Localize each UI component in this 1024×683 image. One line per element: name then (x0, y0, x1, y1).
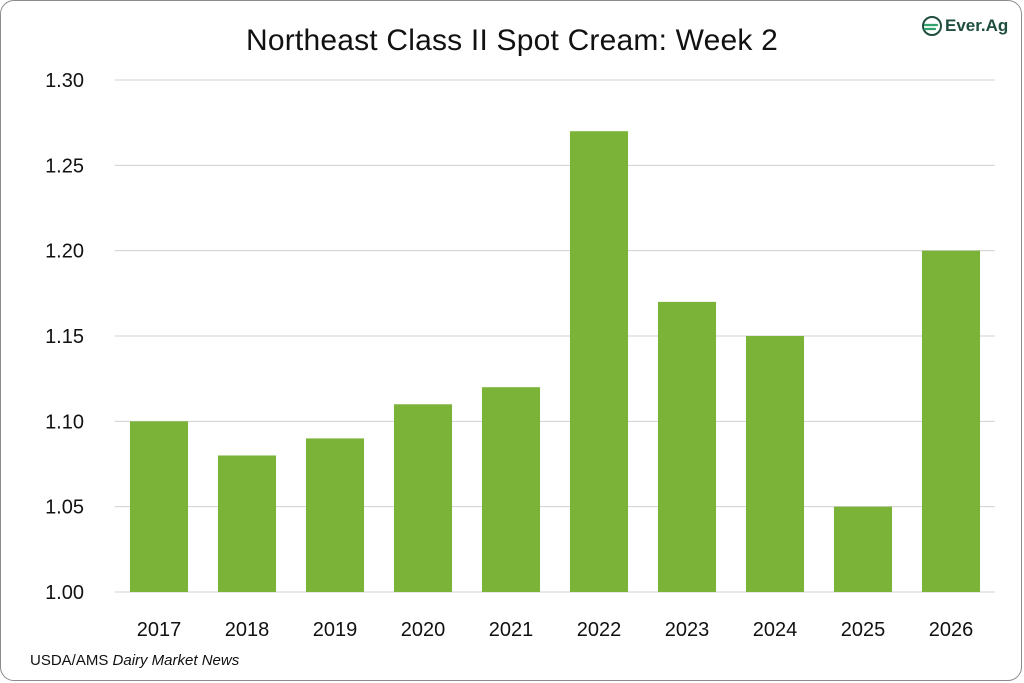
bar-2017 (129, 421, 189, 592)
x-tick-label: 2023 (665, 619, 710, 641)
source-italic: Dairy Market News (112, 652, 240, 669)
chart-title: Northeast Class II Spot Cream: Week 2 (245, 24, 779, 57)
bar-2025 (833, 506, 893, 592)
bar-2018 (217, 455, 277, 592)
source-prefix: USDA/AMS (30, 652, 113, 669)
y-tick-label: 1.05 (45, 497, 84, 519)
y-tick-label: 1.00 (45, 582, 84, 604)
bar-2023 (657, 301, 717, 592)
x-tick-label: 2019 (313, 619, 358, 641)
y-tick-label: 1.20 (45, 241, 84, 263)
x-tick-label: 2021 (489, 619, 534, 641)
x-tick-label: 2026 (929, 619, 974, 641)
bar-2020 (393, 404, 453, 592)
y-tick-labels: 1.00 1.05 1.10 1.15 1.20 1.25 1.30 (45, 70, 84, 604)
bar-2024 (745, 336, 805, 592)
x-tick-label: 2020 (401, 619, 446, 641)
ever-ag-logo-icon (922, 16, 942, 36)
ever-ag-logo: Ever.Ag (922, 15, 1008, 37)
y-tick-label: 1.25 (45, 155, 84, 177)
x-tick-labels: 2017 2018 2019 2020 2021 2022 2023 2024 2025 2026 (137, 619, 974, 641)
logo-text: Ever.Ag (945, 16, 1009, 35)
x-tick-label: 2025 (841, 619, 886, 641)
bars (129, 131, 981, 592)
bar-2019 (305, 438, 365, 592)
x-tick-label: 2022 (577, 619, 622, 641)
bar-2026 (921, 250, 981, 592)
y-tick-label: 1.15 (45, 326, 84, 348)
x-tick-label: 2017 (137, 619, 182, 641)
y-tick-label: 1.10 (45, 411, 84, 433)
x-tick-label: 2024 (753, 619, 798, 641)
bar-2021 (481, 387, 541, 592)
source-note: USDA/AMS Dairy Market News (30, 652, 239, 669)
bar-2022 (569, 131, 629, 592)
x-tick-label: 2018 (225, 619, 270, 641)
y-tick-label: 1.30 (45, 70, 84, 92)
